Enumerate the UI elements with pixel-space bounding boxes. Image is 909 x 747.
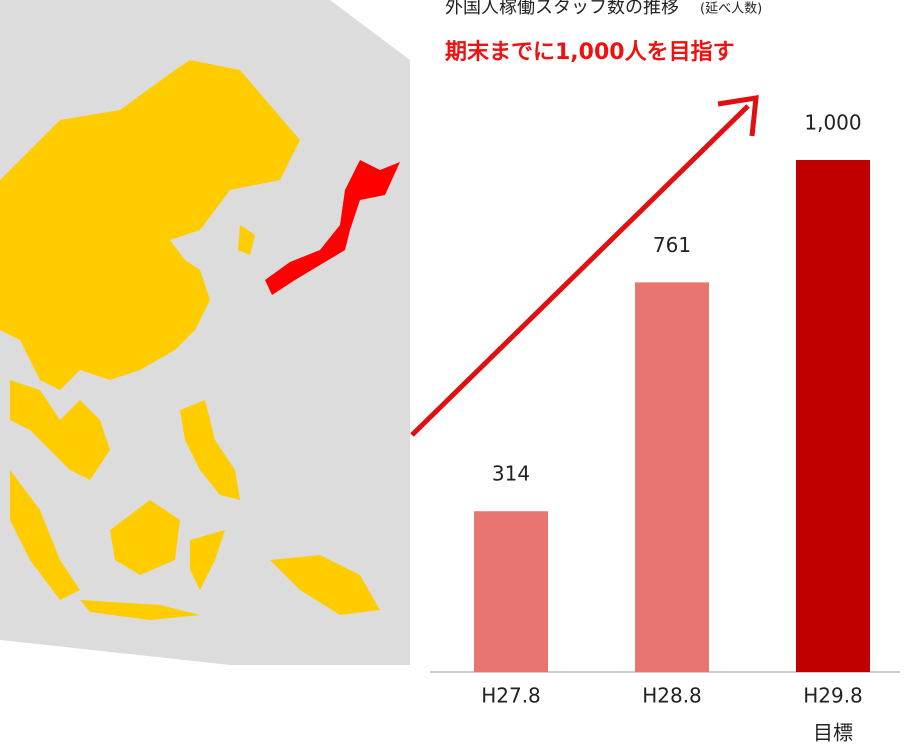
headline: 期末までに1,000人を目指す	[445, 40, 735, 65]
korea	[238, 225, 255, 255]
x-tick-label: H28.8	[642, 684, 702, 708]
bar	[474, 511, 548, 672]
arrow	[410, 95, 759, 437]
philippines	[180, 400, 240, 500]
arrow-shaft	[410, 104, 750, 437]
indochina	[10, 380, 110, 480]
sumatra	[10, 470, 80, 600]
bar	[635, 282, 709, 672]
borneo	[110, 500, 180, 575]
value-label: 761	[653, 233, 691, 257]
arrow-head	[717, 95, 759, 137]
chart-subtitle: (延べ人数)	[700, 2, 762, 17]
x-tick-label: H29.8	[803, 684, 863, 708]
map	[0, 0, 410, 665]
value-label: 1,000	[804, 111, 861, 135]
chart-title: 外国人稼働スタッフ数の推移	[445, 0, 679, 18]
x-tick-note: 目標	[813, 721, 853, 745]
new-guinea	[270, 555, 380, 615]
x-tick-label: H27.8	[481, 684, 541, 708]
china	[0, 60, 300, 390]
java	[80, 600, 200, 620]
bar	[796, 160, 870, 672]
japan	[265, 160, 400, 295]
sulawesi	[190, 530, 225, 590]
value-label: 314	[492, 462, 530, 486]
